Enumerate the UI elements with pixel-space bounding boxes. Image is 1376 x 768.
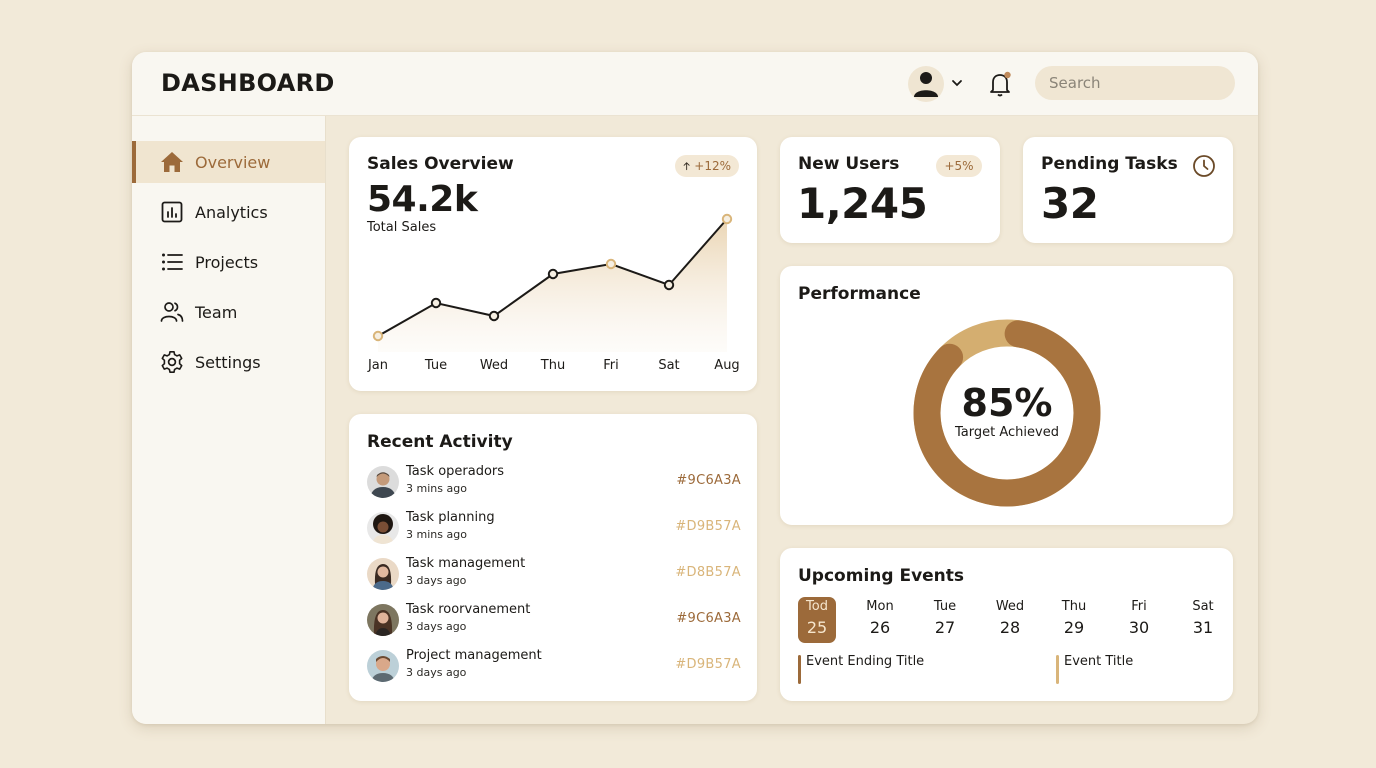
sales-change-badge: +12% — [675, 155, 739, 177]
sidebar-item-label: Team — [195, 302, 238, 322]
calendar-day[interactable]: Thu 29 — [1061, 599, 1087, 637]
top-bar: DASHBOARD — [132, 52, 1258, 116]
search-input[interactable] — [1049, 74, 1243, 92]
pending-tasks-card: Pending Tasks 32 — [1023, 137, 1233, 243]
sidebar: Overview Analytics Projects Team — [132, 116, 326, 724]
avatar — [367, 512, 399, 544]
recent-activity-title: Recent Activity — [367, 432, 513, 452]
sidebar-item-label: Analytics — [195, 202, 268, 222]
activity-item[interactable]: Project management 3 days ago #D9B57A — [367, 648, 741, 688]
calendar-day[interactable]: Mon 26 — [866, 599, 894, 637]
performance-card: Performance 85% Target Achieved — [780, 266, 1233, 525]
sidebar-item-label: Settings — [195, 352, 261, 372]
new-users-value: 1,245 — [797, 179, 928, 228]
gear-icon — [161, 351, 183, 373]
performance-value: 85% — [961, 381, 1053, 425]
search-box — [1035, 66, 1243, 100]
sales-line-chart — [372, 213, 733, 352]
new-users-change-badge: +5% — [936, 155, 982, 177]
bell-icon[interactable] — [988, 70, 1014, 98]
users-icon — [160, 302, 184, 322]
performance-title: Performance — [798, 284, 921, 304]
calendar-day[interactable]: Tue 27 — [933, 599, 957, 637]
sales-caption: Total Sales — [367, 220, 437, 235]
dashboard-window: DASHBOARD Over — [132, 52, 1258, 724]
arrow-up-icon — [683, 162, 690, 171]
user-icon — [914, 72, 938, 97]
performance-caption: Target Achieved — [955, 425, 1059, 440]
activity-item[interactable]: Task roorvanement 3 days ago #9C6A3A — [367, 602, 741, 642]
activity-item[interactable]: Task operadors 3 mins ago #9C6A3A — [367, 464, 741, 504]
user-avatar-button[interactable] — [908, 66, 944, 102]
sidebar-item-label: Projects — [195, 252, 259, 272]
event-item[interactable]: Event Title — [1056, 654, 1133, 684]
sales-overview-card: Sales Overview +12% 54.2k Total Sales — [349, 137, 757, 391]
chevron-down-icon[interactable] — [950, 76, 964, 90]
avatar — [367, 604, 399, 636]
pending-tasks-value: 32 — [1041, 179, 1099, 228]
new-users-title: New Users — [798, 154, 900, 174]
avatar — [367, 650, 399, 682]
activity-item[interactable]: Task planning 3 mins ago #D9B57A — [367, 510, 741, 550]
recent-activity-card: Recent Activity Task operadors 3 mins ag… — [349, 414, 757, 701]
sidebar-item-analytics[interactable]: Analytics — [132, 191, 325, 233]
activity-item[interactable]: Task management 3 days ago #D8B57A — [367, 556, 741, 596]
sidebar-item-projects[interactable]: Projects — [132, 241, 325, 283]
event-item[interactable]: Event Ending Title — [798, 654, 924, 684]
bar-chart-icon — [161, 201, 183, 223]
calendar-day-today[interactable]: Tod 25 — [798, 597, 836, 643]
sidebar-item-overview[interactable]: Overview — [132, 141, 325, 183]
avatar — [367, 466, 399, 498]
calendar-day[interactable]: Wed 28 — [995, 599, 1025, 637]
sidebar-item-label: Overview — [195, 152, 271, 172]
pending-tasks-title: Pending Tasks — [1041, 154, 1178, 174]
sales-value: 54.2k — [367, 179, 478, 220]
sidebar-item-settings[interactable]: Settings — [132, 341, 325, 383]
sales-title: Sales Overview — [367, 154, 514, 174]
clock-icon — [1193, 155, 1215, 177]
calendar-day[interactable]: Fri 30 — [1128, 599, 1150, 637]
home-icon — [161, 152, 183, 172]
performance-donut-chart — [913, 319, 1101, 507]
sidebar-item-team[interactable]: Team — [132, 291, 325, 333]
new-users-card: New Users +5% 1,245 — [780, 137, 1000, 243]
avatar — [367, 558, 399, 590]
calendar-day[interactable]: Sat 31 — [1192, 599, 1214, 637]
upcoming-events-card: Upcoming Events Tod 25 Mon 26 Tue 27 Wed… — [780, 548, 1233, 701]
page-title: DASHBOARD — [161, 69, 335, 97]
upcoming-events-title: Upcoming Events — [798, 566, 965, 586]
list-icon — [162, 253, 183, 271]
